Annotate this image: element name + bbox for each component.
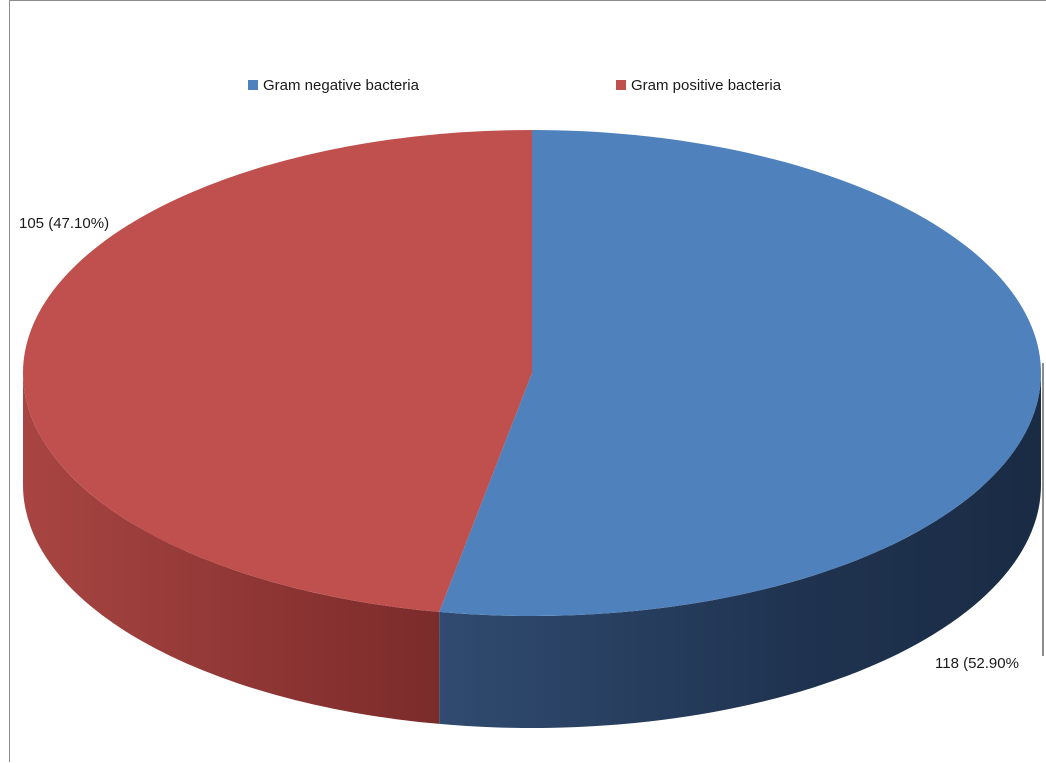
data-label-gram-positive: 105 (47.10%): [19, 215, 109, 232]
data-label-gram-negative: 118 (52.90%: [935, 655, 1019, 672]
legend-swatch-gram-negative: [248, 80, 258, 90]
legend-label-gram-positive: Gram positive bacteria: [631, 77, 782, 94]
legend-swatch-gram-positive: [616, 80, 626, 90]
pie-chart: Gram negative bacteria Gram positive bac…: [10, 1, 1046, 763]
legend: Gram negative bacteria Gram positive bac…: [248, 77, 782, 94]
legend-label-gram-negative: Gram negative bacteria: [263, 77, 420, 94]
chart-frame: Gram negative bacteria Gram positive bac…: [9, 0, 1046, 762]
